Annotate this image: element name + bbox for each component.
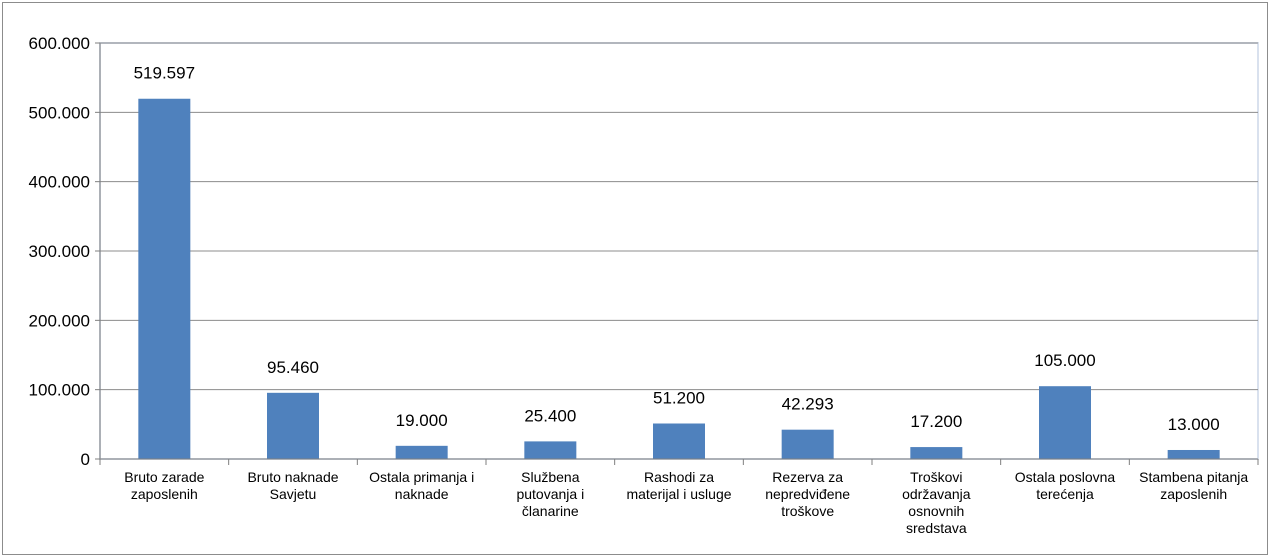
- data-label: 25.400: [524, 406, 576, 425]
- bar: [781, 429, 834, 459]
- y-tick-label: 100.000: [29, 381, 90, 400]
- x-category-label: Rashodi za materijal i usluge: [626, 469, 731, 502]
- bar: [267, 392, 319, 459]
- x-category-label: Bruto zarade zaposlenih: [124, 469, 204, 502]
- bar: [653, 423, 705, 459]
- bar: [395, 445, 448, 459]
- grid-lines: [99, 42, 1259, 460]
- y-tick-label: 0: [81, 450, 90, 469]
- y-tick-label: 300.000: [29, 242, 90, 261]
- x-category-label: Troškovi održavanja osnovnih sredstava: [902, 469, 971, 536]
- x-category-label: Stambena pitanja zaposlenih: [1139, 469, 1248, 502]
- x-axis-category-labels: Bruto zarade zaposlenih Bruto naknade Savje…: [124, 469, 1248, 536]
- bar: [524, 441, 577, 459]
- y-tick-label: 400.000: [29, 173, 90, 192]
- data-label: 519.597: [134, 64, 195, 83]
- bars: [138, 98, 1220, 459]
- x-category-label: Ostala primanja i naknade: [369, 469, 474, 502]
- y-tick-label: 600.000: [29, 34, 90, 53]
- data-label: 42.293: [782, 395, 834, 414]
- data-label: 51.200: [653, 389, 705, 408]
- bar: [910, 447, 963, 459]
- x-category-label: Službena putovanja i članarine: [516, 469, 584, 519]
- bar: [138, 98, 191, 459]
- data-label: 105.000: [1034, 351, 1095, 370]
- data-label: 19.000: [396, 411, 448, 430]
- y-axis-tick-labels: 0 100.000 200.000 300.000 400.000 500.000 600.…: [29, 34, 90, 469]
- data-label: 95.460: [267, 358, 319, 377]
- y-tick-label: 500.000: [29, 103, 90, 122]
- bar: [1039, 386, 1091, 459]
- bar: [1167, 449, 1220, 459]
- x-category-label: Rezerva za nepredviđene troškove: [765, 469, 850, 519]
- data-labels: 519.597 95.460 19.000 25.400 51.200 42.293 17.…: [134, 64, 1220, 434]
- x-category-label: Bruto naknade Savjetu: [247, 469, 338, 502]
- axes: [95, 42, 1259, 465]
- x-category-label: Ostala poslovna terećenja: [1015, 469, 1116, 502]
- y-tick-label: 200.000: [29, 311, 90, 330]
- data-label: 13.000: [1168, 415, 1220, 434]
- data-label: 17.200: [910, 412, 962, 431]
